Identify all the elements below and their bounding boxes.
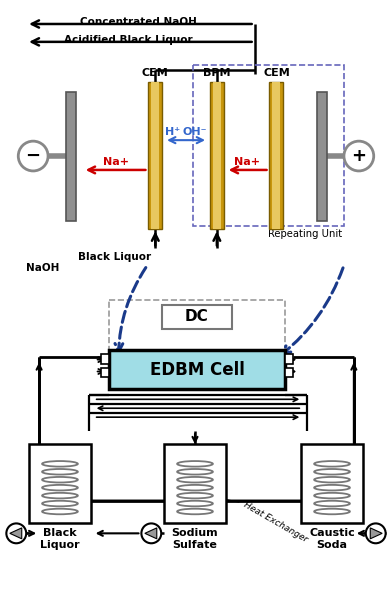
Text: Concentrated NaOH: Concentrated NaOH <box>80 17 197 27</box>
Text: NaOH: NaOH <box>26 264 59 273</box>
Text: Black Liquor: Black Liquor <box>78 252 151 262</box>
Bar <box>109 300 285 362</box>
Bar <box>269 81 283 229</box>
Bar <box>109 350 285 390</box>
Text: Na+: Na+ <box>234 157 260 167</box>
Text: DC: DC <box>185 309 209 324</box>
Bar <box>285 353 293 364</box>
Circle shape <box>366 523 386 543</box>
Circle shape <box>142 523 161 543</box>
Text: CEM: CEM <box>263 68 290 78</box>
Text: +: + <box>352 147 366 165</box>
Text: Acidified Black Liquor: Acidified Black Liquor <box>64 35 193 45</box>
Text: Caustic
Soda: Caustic Soda <box>309 528 355 550</box>
Bar <box>210 81 224 229</box>
Text: H⁺: H⁺ <box>165 127 180 137</box>
Text: Sodium
Sulfate: Sodium Sulfate <box>172 528 218 550</box>
Text: Na+: Na+ <box>102 157 129 167</box>
Bar <box>193 65 344 226</box>
Bar <box>151 81 159 229</box>
Text: Repeating Unit: Repeating Unit <box>268 229 342 239</box>
Bar <box>29 444 91 523</box>
Bar <box>148 81 162 229</box>
Bar <box>273 81 280 229</box>
Text: EDBM Cell: EDBM Cell <box>149 361 244 379</box>
Circle shape <box>6 523 26 543</box>
Polygon shape <box>145 528 157 539</box>
Bar <box>213 81 221 229</box>
Bar <box>66 92 76 221</box>
Circle shape <box>344 141 374 171</box>
Polygon shape <box>370 528 382 539</box>
Bar <box>317 92 327 221</box>
Text: BPM: BPM <box>203 68 231 78</box>
Bar <box>100 353 109 364</box>
FancyBboxPatch shape <box>162 305 232 329</box>
Polygon shape <box>10 528 22 539</box>
Text: Black
Liquor: Black Liquor <box>40 528 80 550</box>
Bar <box>285 367 293 377</box>
Bar <box>100 367 109 377</box>
Circle shape <box>18 141 48 171</box>
Text: Heat Exchanger: Heat Exchanger <box>242 500 309 545</box>
Bar <box>301 444 363 523</box>
Text: OH⁻: OH⁻ <box>183 127 207 137</box>
Text: −: − <box>25 147 41 165</box>
Bar <box>164 444 226 523</box>
Text: CEM: CEM <box>142 68 169 78</box>
